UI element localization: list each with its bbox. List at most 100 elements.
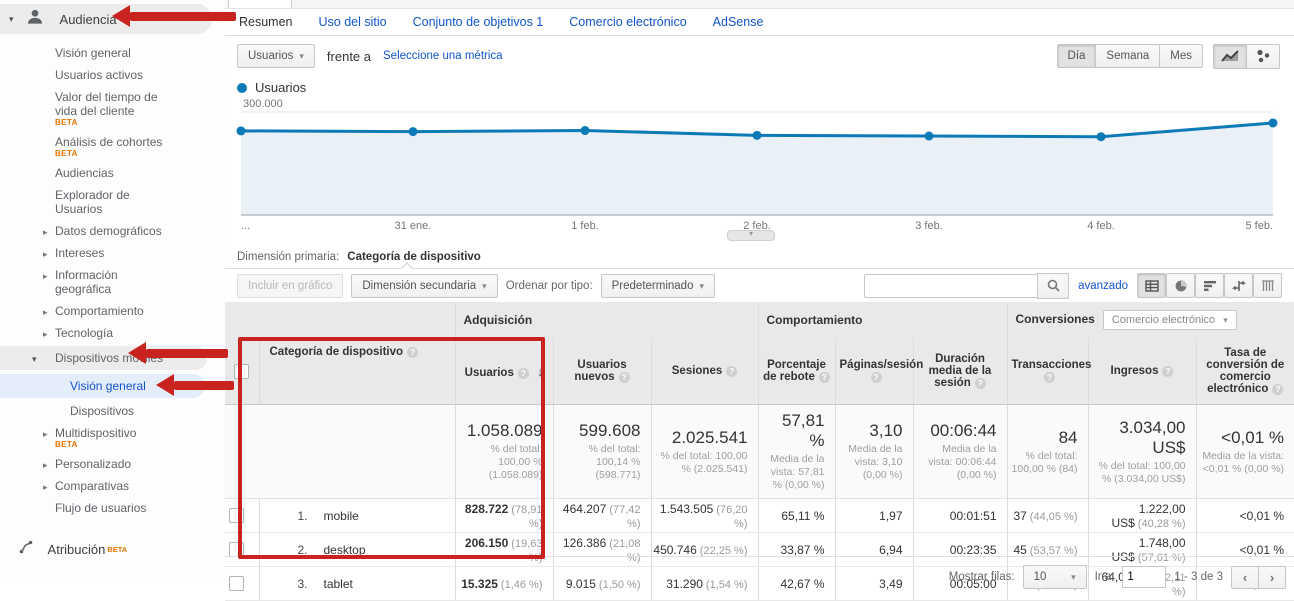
line-chart-view-button[interactable]: [1213, 43, 1247, 69]
sidebar-item-dispositivos-moviles[interactable]: Dispositivos móviles: [0, 346, 207, 370]
sidebar-item-audiencias[interactable]: Audiencias: [0, 164, 225, 182]
sidebar-item-label: Visión general: [55, 46, 131, 60]
sidebar-item-usuarios-activos[interactable]: Usuarios activos: [0, 66, 225, 84]
chevron-down-icon[interactable]: ▾: [9, 13, 14, 24]
column-header-usuarios[interactable]: Usuarios: [454, 338, 553, 405]
main-content: Resumen Uso del sitio Conjunto de objetivo…: [225, 0, 1294, 601]
report-tab-resumen[interactable]: Resumen: [239, 15, 293, 29]
data-point-2-feb[interactable]: [752, 130, 762, 140]
help-icon[interactable]: [1044, 372, 1055, 383]
pivot-view-button[interactable]: [1253, 273, 1282, 298]
select-metric-link[interactable]: Seleccione una métrica: [383, 50, 503, 62]
goto-page-input[interactable]: [1122, 566, 1167, 588]
timeline-slider-handle[interactable]: ▾: [727, 230, 775, 241]
help-icon[interactable]: [1272, 384, 1284, 395]
sidebar-item-datos-demograficos[interactable]: Datos demográficos: [0, 222, 225, 240]
column-header-tasa-de-conversion-de-comercio-electronico[interactable]: Tasa de conversión de comercio electróni…: [1195, 338, 1294, 405]
help-icon[interactable]: [726, 366, 738, 377]
sidebar-item-valor-del-tiempo-de-vida-del-cliente[interactable]: Valor del tiempo de vida del cliente BETA: [0, 88, 225, 129]
row-checkbox[interactable]: [229, 542, 245, 557]
granularity-button-dia[interactable]: Día: [1056, 44, 1097, 68]
sidebar-item-personalizado[interactable]: Personalizado: [0, 455, 225, 473]
conversions-type-dropdown[interactable]: Comercio electrónico: [1102, 310, 1237, 330]
percentage-view-button[interactable]: [1166, 273, 1195, 298]
data-point-[interactable]: [236, 126, 246, 136]
select-all-checkbox[interactable]: [234, 363, 250, 379]
data-point-1-feb[interactable]: [580, 126, 590, 136]
chart-controls: Usuarios frente a Seleccione una métrica…: [225, 40, 1294, 72]
metric-percentage: (44,05 %): [1029, 510, 1078, 523]
data-point-31-ene[interactable]: [408, 127, 418, 137]
report-tab-adsense[interactable]: AdSense: [712, 15, 764, 29]
sidebar-item-comparativas[interactable]: Comparativas: [0, 477, 225, 495]
totals-value: 1.058.089: [466, 421, 543, 440]
sidebar-item-informacion-geografica[interactable]: Información geográfica: [0, 266, 225, 298]
column-header-usuarios-nuevos[interactable]: Usuarios nuevos: [552, 338, 651, 405]
pivot-view-icon: [1261, 279, 1274, 291]
data-point-3-feb[interactable]: [924, 131, 934, 141]
help-icon[interactable]: [1162, 366, 1174, 377]
svg-text:4 feb.: 4 feb.: [1087, 220, 1115, 232]
totals-cell-paginas-sesion: 3,10 Media de la vista: 3,10 (0,00 %): [834, 404, 913, 499]
dimension-tab-categoria-de-dispositivo[interactable]: Categoría de dispositivo: [347, 251, 481, 263]
group-header-label: Comportamiento: [766, 313, 863, 327]
row-checkbox[interactable]: [229, 508, 245, 523]
help-icon[interactable]: [517, 367, 529, 379]
sidebar-item-atribucion[interactable]: ▸ Atribución BETA: [0, 538, 127, 561]
sidebar-item-vision-general[interactable]: Visión general: [0, 44, 225, 62]
help-icon[interactable]: [870, 372, 882, 383]
column-header-categoria-de-dispositivo[interactable]: Categoría de dispositivo: [258, 338, 455, 405]
report-tab-uso-del-sitio[interactable]: Uso del sitio: [318, 15, 387, 29]
totals-value: 57,81 %: [781, 411, 825, 450]
report-tab-conjunto-de-objetivos-1[interactable]: Conjunto de objetivos 1: [412, 15, 544, 29]
metric-cell-usuarios-nuevos: 126.386 (21,08 %): [552, 532, 651, 567]
sidebar-item-explorador-de-usuarios[interactable]: Explorador de Usuarios: [0, 186, 225, 218]
metric-selector-dropdown[interactable]: Usuarios: [237, 44, 315, 68]
advanced-search-link[interactable]: avanzado: [1078, 279, 1128, 292]
sidebar-item-comportamiento[interactable]: Comportamiento: [0, 302, 225, 320]
sidebar-item-dispositivos[interactable]: Dispositivos: [0, 402, 225, 420]
metric-value: 00:23:35: [949, 542, 997, 557]
comparison-view-button[interactable]: [1224, 273, 1253, 298]
data-point-4-feb[interactable]: [1096, 132, 1106, 142]
column-header-sesiones[interactable]: Sesiones: [650, 338, 758, 405]
help-icon[interactable]: [818, 372, 830, 383]
report-tab-comercio-electronico[interactable]: Comercio electrónico: [569, 15, 687, 29]
sidebar-item-analisis-de-cohortes[interactable]: Análisis de cohortes BETA: [0, 133, 225, 160]
sidebar-item-label: Tecnología: [55, 326, 114, 340]
sidebar-item-tecnologia[interactable]: Tecnología: [0, 324, 225, 342]
plot-rows-button[interactable]: Incluir en gráfico: [237, 273, 344, 298]
row-checkbox-cell: [225, 498, 259, 533]
column-header-label: Usuarios: [464, 366, 514, 379]
granularity-button-mes[interactable]: Mes: [1159, 44, 1203, 68]
sidebar-item-intereses[interactable]: Intereses: [0, 244, 225, 262]
motion-chart-view-button[interactable]: [1246, 43, 1280, 69]
column-header-porcentaje-de-rebote[interactable]: Porcentaje de rebote: [757, 338, 835, 405]
previous-page-button[interactable]: ‹: [1231, 565, 1259, 589]
column-header-duracion-media-de-la-sesion[interactable]: Duración media de la sesión: [912, 338, 1007, 405]
help-icon[interactable]: [618, 372, 630, 383]
search-button[interactable]: [1037, 272, 1070, 299]
help-icon[interactable]: [407, 347, 419, 358]
help-icon[interactable]: [974, 378, 986, 389]
rows-per-page-dropdown[interactable]: 10: [1022, 565, 1087, 589]
column-header-paginas-sesion[interactable]: Páginas/sesión: [834, 338, 923, 405]
sort-descending-icon[interactable]: [537, 364, 544, 379]
sidebar-item-label: Audiencias: [55, 166, 114, 180]
column-header-ingresos[interactable]: Ingresos: [1087, 338, 1196, 405]
sidebar-item-flujo-de-usuarios[interactable]: Flujo de usuarios: [0, 499, 225, 517]
sidebar-item-vision-general[interactable]: Visión general: [0, 374, 205, 398]
device-category-name: mobile: [323, 508, 359, 523]
column-header-transacciones[interactable]: Transacciones: [1006, 338, 1091, 405]
granularity-button-semana[interactable]: Semana: [1095, 44, 1161, 68]
sort-type-dropdown[interactable]: Predeterminado: [600, 273, 715, 298]
rows-per-page-value: 10: [1033, 571, 1047, 583]
secondary-dimension-dropdown[interactable]: Dimensión secundaria: [351, 273, 498, 298]
next-page-button[interactable]: ›: [1258, 565, 1286, 589]
performance-view-button[interactable]: [1195, 273, 1224, 298]
table-view-button[interactable]: [1137, 273, 1166, 298]
table-search-input[interactable]: [864, 273, 1038, 298]
sidebar-section-audiencia[interactable]: ▾ Audiencia: [0, 4, 212, 34]
data-point-5-feb[interactable]: [1268, 118, 1278, 128]
